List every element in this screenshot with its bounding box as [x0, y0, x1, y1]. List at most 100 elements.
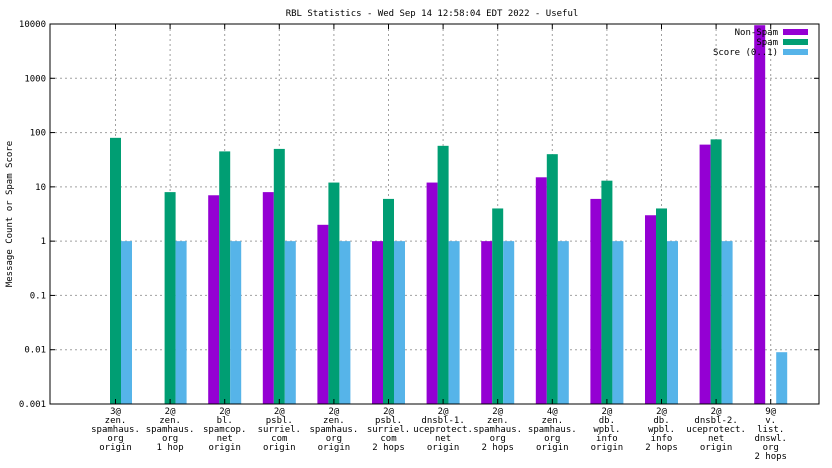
bar-score-0-1	[339, 241, 351, 404]
bar-spam	[492, 208, 504, 404]
x-tick-label: psbl.	[266, 416, 293, 426]
bar-spam	[546, 154, 558, 404]
x-tick-label: dnswl.	[754, 434, 787, 444]
bar-spam	[164, 192, 176, 404]
x-tick-label: list.	[757, 425, 784, 435]
bar-non-spam	[699, 144, 711, 405]
x-tick-label: origin	[208, 443, 241, 453]
bar-spam	[656, 208, 667, 404]
bar-spam	[601, 180, 613, 404]
y-tick-label: 0.001	[19, 400, 46, 410]
bar-non-spam	[208, 195, 220, 404]
bar-score-0-1	[612, 241, 624, 404]
y-tick-label: 100	[30, 129, 46, 139]
bar-score-0-1	[667, 241, 678, 404]
x-tick-label: 4@	[547, 407, 558, 417]
x-tick-label: 2@	[711, 407, 722, 417]
x-tick-label: wpbl.	[593, 425, 620, 435]
x-tick-label: surriel.	[258, 425, 301, 435]
x-tick-label: 2@	[601, 407, 612, 417]
bar-score-0-1	[175, 241, 187, 404]
bar-score-0-1	[448, 241, 460, 404]
y-axis-label: Message Count or Spam Score	[5, 141, 15, 287]
x-tick-label: 1 hop	[157, 443, 184, 453]
x-tick-label: net	[435, 434, 451, 444]
bars	[110, 25, 788, 405]
bar-spam	[437, 145, 449, 405]
x-tick-label: 2@	[219, 407, 230, 417]
bar-non-spam	[262, 192, 274, 404]
x-tick-label: info	[596, 434, 618, 444]
x-tick-label: org	[162, 434, 178, 444]
x-tick-label: net	[217, 434, 233, 444]
x-tick-label: org	[326, 434, 342, 444]
bar-score-0-1	[394, 241, 405, 404]
x-tick-label: origin	[427, 443, 460, 453]
x-tick-label: zen.	[105, 416, 127, 426]
x-tick-label: origin	[263, 443, 296, 453]
x-tick-label: 2@	[274, 407, 285, 417]
x-tick-label: org	[107, 434, 123, 444]
bar-non-spam	[535, 177, 547, 404]
bar-non-spam	[426, 182, 438, 404]
x-tick-label: uceprotect.	[686, 425, 746, 435]
x-tick-label: spamhaus.	[91, 425, 140, 435]
y-tick-label: 10	[35, 183, 46, 193]
x-tick-label: com	[271, 434, 287, 444]
x-tick-label: 2 hops	[372, 443, 405, 453]
x-tick-label: spamhaus.	[473, 425, 522, 435]
x-tick-label: v.	[765, 416, 776, 426]
x-tick-label: db.	[599, 416, 615, 426]
x-tick-label: 2@	[383, 407, 394, 417]
x-tick-label: 2@	[492, 407, 503, 417]
y-tick-label: 10000	[19, 20, 46, 30]
x-tick-label: 2@	[656, 407, 667, 417]
bar-score-0-1	[284, 241, 296, 404]
y-tick-label: 0.1	[30, 291, 46, 301]
x-tick-label: spamhaus.	[146, 425, 195, 435]
x-tick-label: origin	[700, 443, 733, 453]
x-tick-label: spamhaus.	[310, 425, 359, 435]
y-tick-label: 0.01	[24, 346, 46, 356]
x-tick-label: bl.	[217, 416, 233, 426]
x-tick-label: surriel.	[367, 425, 410, 435]
x-tick-label: zen.	[541, 416, 563, 426]
bar-score-0-1	[776, 352, 788, 404]
x-tick-label: 9@	[765, 407, 776, 417]
x-tick-label: org	[544, 434, 560, 444]
x-tick-label: 3@	[110, 407, 121, 417]
x-tick-label: zen.	[323, 416, 345, 426]
legend-label: Non-Spam	[735, 28, 778, 38]
x-tick-label: origin	[536, 443, 569, 453]
x-tick-label: org	[763, 443, 779, 453]
x-tick-label: net	[708, 434, 724, 444]
bar-spam	[710, 139, 722, 404]
x-tick-label: 2 hops	[481, 443, 514, 453]
bar-score-0-1	[557, 241, 569, 404]
bar-spam	[273, 148, 285, 404]
x-tick-label: uceprotect.	[413, 425, 473, 435]
x-tick-label: org	[490, 434, 506, 444]
bar-non-spam	[754, 25, 766, 404]
y-tick-label: 1000	[24, 74, 46, 84]
bar-non-spam	[372, 241, 383, 404]
x-tick-label: db.	[653, 416, 669, 426]
x-tick-label: zen.	[159, 416, 181, 426]
legend-label: Spam	[756, 38, 778, 48]
x-tick-label: 2@	[328, 407, 339, 417]
bar-non-spam	[590, 198, 602, 404]
x-tick-label: origin	[591, 443, 624, 453]
x-tick-label: info	[651, 434, 673, 444]
bar-score-0-1	[230, 241, 242, 404]
bar-score-0-1	[503, 241, 515, 404]
y-tick-label: 1	[41, 237, 46, 247]
chart-title: RBL Statistics - Wed Sep 14 12:58:04 EDT…	[286, 9, 579, 19]
x-tick-labels: 3@zen.spamhaus.orgorigin2@zen.spamhaus.o…	[91, 24, 787, 462]
x-tick-label: 2@	[165, 407, 176, 417]
legend-swatch	[783, 39, 808, 45]
legend-label: Score (0..1)	[713, 48, 778, 58]
x-tick-label: wpbl.	[648, 425, 675, 435]
